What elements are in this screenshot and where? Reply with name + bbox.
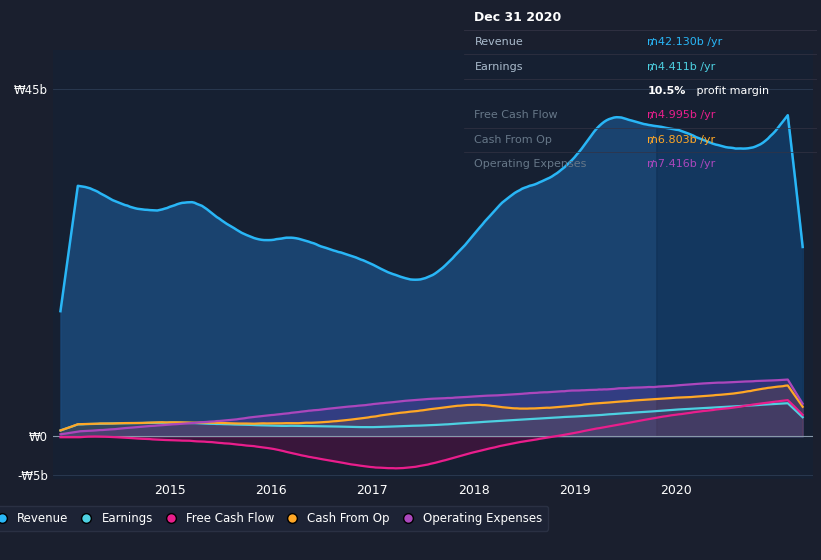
Text: Cash From Op: Cash From Op bbox=[475, 135, 553, 145]
Text: Earnings: Earnings bbox=[475, 62, 523, 72]
Text: Revenue: Revenue bbox=[475, 37, 523, 47]
Text: ₥6.803b /yr: ₥6.803b /yr bbox=[648, 135, 716, 145]
Text: ₥4.411b /yr: ₥4.411b /yr bbox=[648, 62, 716, 72]
Text: profit margin: profit margin bbox=[693, 86, 769, 96]
Text: ₥7.416b /yr: ₥7.416b /yr bbox=[648, 159, 716, 169]
Text: 10.5%: 10.5% bbox=[648, 86, 686, 96]
Legend: Revenue, Earnings, Free Cash Flow, Cash From Op, Operating Expenses: Revenue, Earnings, Free Cash Flow, Cash … bbox=[0, 506, 548, 531]
Text: Operating Expenses: Operating Expenses bbox=[475, 159, 587, 169]
Text: Dec 31 2020: Dec 31 2020 bbox=[475, 11, 562, 24]
Text: ₥4.995b /yr: ₥4.995b /yr bbox=[648, 110, 716, 120]
Text: Free Cash Flow: Free Cash Flow bbox=[475, 110, 558, 120]
Text: ₥42.130b /yr: ₥42.130b /yr bbox=[648, 37, 722, 47]
